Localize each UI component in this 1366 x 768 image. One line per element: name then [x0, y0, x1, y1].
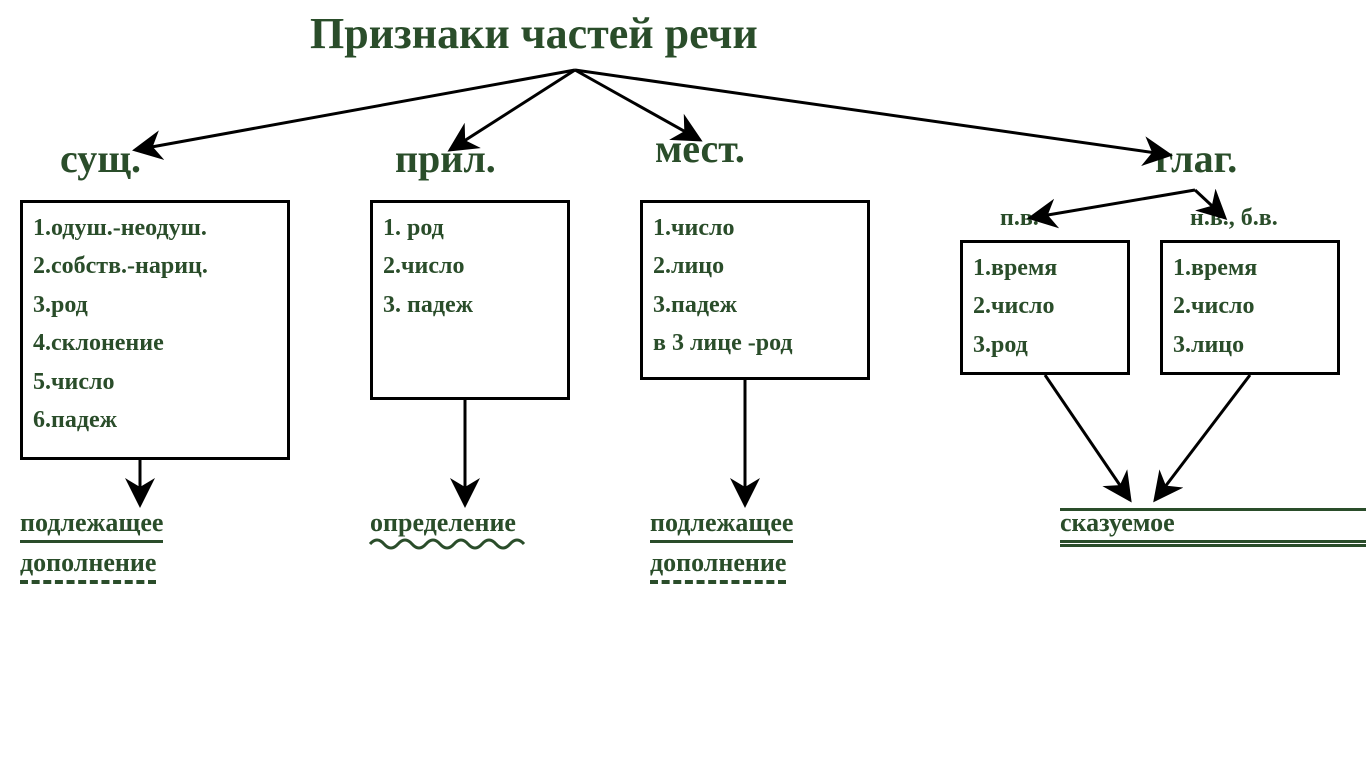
noun-item-3: 3.род: [33, 286, 277, 324]
noun-item-4: 4.склонение: [33, 324, 277, 362]
part-noun-title: сущ.: [60, 135, 141, 182]
verb-sub-past-label: п.в.: [1000, 205, 1039, 232]
noun-item-2: 2.собств.-нариц.: [33, 247, 277, 285]
noun-item-5: 5.число: [33, 363, 277, 401]
diagram-stage: Признаки частей речи сущ. 1.одуш.-неодуш…: [0, 0, 1366, 768]
part-noun-box: 1.одуш.-неодуш. 2.собств.-нариц. 3.род 4…: [20, 200, 290, 460]
adj-role-attr: определение: [370, 508, 516, 538]
pron-role-subject: подлежащее: [650, 508, 793, 543]
part-verb-title: глаг.: [1155, 135, 1237, 182]
verb-presfut-item-1: 1.время: [1173, 249, 1327, 287]
pron-item-3: 3.падеж: [653, 286, 857, 324]
verb-role-predicate: сказуемое: [1060, 508, 1366, 543]
verb-past-item-1: 1.время: [973, 249, 1117, 287]
pron-role-object: дополнение: [650, 548, 786, 584]
pron-item-2: 2.лицо: [653, 247, 857, 285]
noun-role-object: дополнение: [20, 548, 156, 584]
verb-presfut-box: 1.время 2.число 3.лицо: [1160, 240, 1340, 375]
verb-presfut-item-2: 2.число: [1173, 287, 1327, 325]
pron-item-4: в 3 лице -род: [653, 324, 857, 362]
part-adj-box: 1. род 2.число 3. падеж: [370, 200, 570, 400]
verb-past-box: 1.время 2.число 3.род: [960, 240, 1130, 375]
part-pron-title: мест.: [655, 125, 745, 172]
adj-item-1: 1. род: [383, 209, 557, 247]
verb-past-item-3: 3.род: [973, 326, 1117, 364]
pron-item-1: 1.число: [653, 209, 857, 247]
noun-item-1: 1.одуш.-неодуш.: [33, 209, 277, 247]
diagram-title: Признаки частей речи: [310, 8, 758, 59]
verb-sub-presfut-label: н.в., б.в.: [1190, 205, 1278, 232]
part-adj-title: прил.: [395, 135, 496, 182]
part-pron-box: 1.число 2.лицо 3.падеж в 3 лице -род: [640, 200, 870, 380]
noun-role-subject: подлежащее: [20, 508, 163, 543]
verb-past-item-2: 2.число: [973, 287, 1117, 325]
adj-item-2: 2.число: [383, 247, 557, 285]
adj-item-3: 3. падеж: [383, 286, 557, 324]
verb-presfut-item-3: 3.лицо: [1173, 326, 1327, 364]
noun-item-6: 6.падеж: [33, 401, 277, 439]
